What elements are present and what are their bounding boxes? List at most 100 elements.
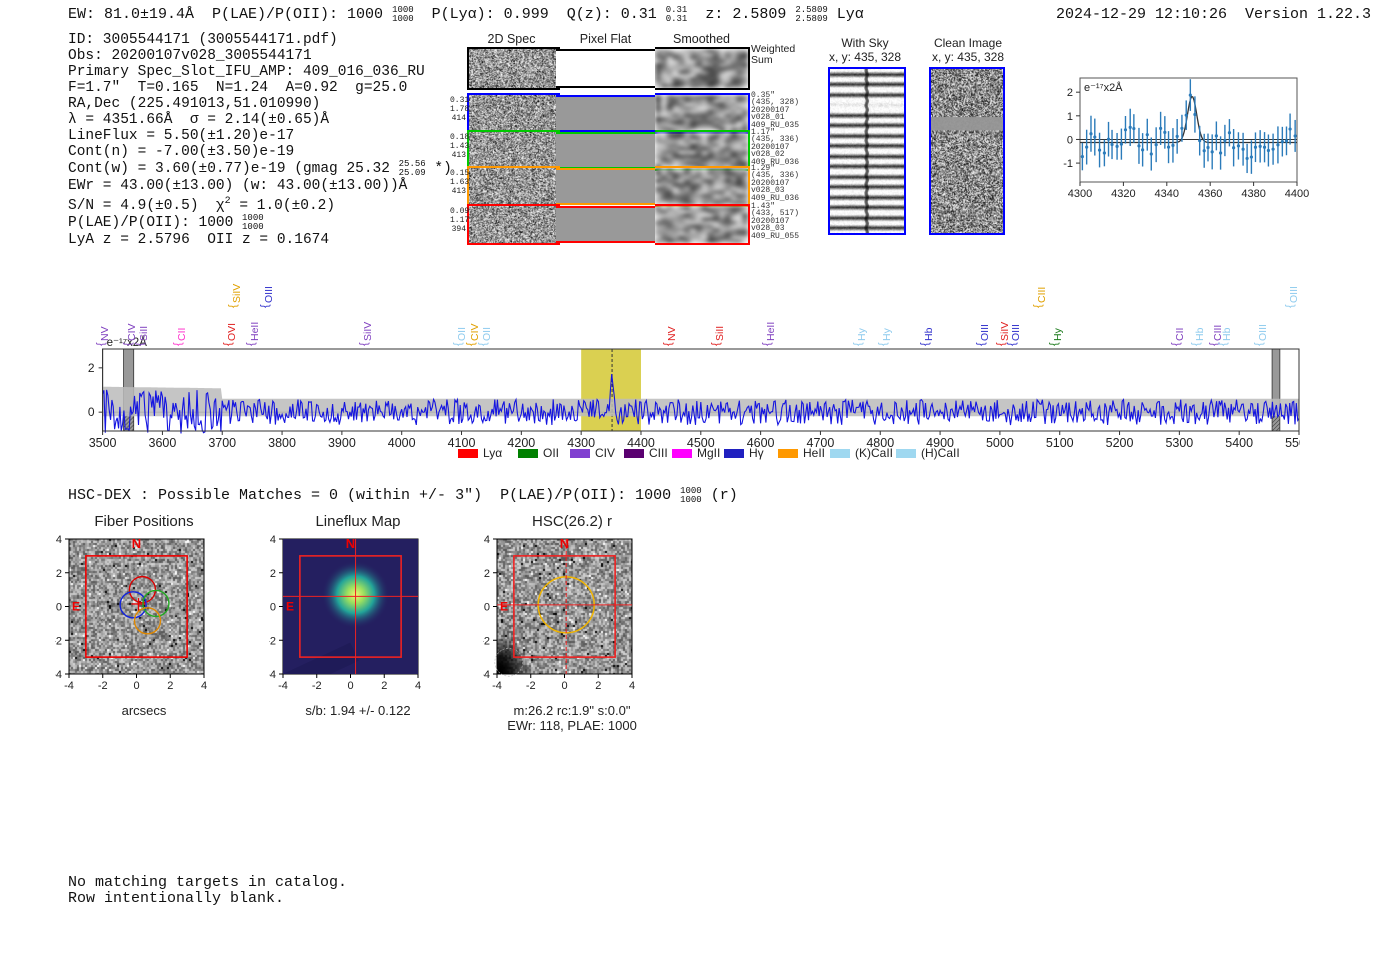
- svg-text:-2: -2: [483, 635, 490, 647]
- svg-text:OIII: OIII: [1288, 286, 1300, 303]
- svg-text:0: 0: [133, 680, 139, 692]
- svg-text:0: 0: [270, 602, 276, 614]
- svg-text:0: 0: [561, 680, 567, 692]
- svg-text:3700: 3700: [208, 436, 236, 450]
- svg-text:E: E: [500, 600, 508, 614]
- svg-text:CII: CII: [1174, 328, 1186, 341]
- svg-text:5200: 5200: [1106, 436, 1134, 450]
- svg-text:CIV: CIV: [595, 446, 615, 460]
- svg-text:{: {: [477, 342, 489, 346]
- svg-text:{: {: [358, 342, 370, 346]
- svg-text:SiIV: SiIV: [362, 322, 374, 341]
- svg-text:-2: -2: [526, 680, 536, 692]
- svg-text:OIII: OIII: [979, 324, 991, 341]
- svg-text:4380: 4380: [1241, 188, 1265, 200]
- svg-text:{: {: [452, 342, 464, 346]
- svg-text:N: N: [560, 536, 569, 551]
- svg-text:{: {: [761, 342, 773, 346]
- svg-text:4: 4: [629, 680, 635, 692]
- svg-text:CIV: CIV: [126, 323, 138, 341]
- svg-text:5400: 5400: [1225, 436, 1253, 450]
- svg-text:{: {: [134, 342, 146, 346]
- svg-text:{: {: [259, 304, 271, 308]
- svg-text:-4: -4: [55, 669, 62, 681]
- svg-text:Hy: Hy: [1052, 327, 1064, 341]
- svg-text:SiII: SiII: [138, 326, 150, 341]
- svg-text:NV: NV: [99, 326, 111, 341]
- svg-text:4300: 4300: [1068, 188, 1092, 200]
- svg-text:{: {: [1032, 304, 1044, 308]
- svg-text:0: 0: [88, 405, 95, 419]
- svg-text:4200: 4200: [507, 436, 535, 450]
- svg-text:{: {: [1190, 342, 1202, 346]
- svg-text:OIII: OIII: [1257, 324, 1269, 341]
- svg-text:4: 4: [201, 680, 207, 692]
- svg-text:HeII: HeII: [249, 322, 261, 341]
- svg-text:CIII: CIII: [649, 446, 668, 460]
- svg-text:Hγ: Hγ: [749, 446, 764, 460]
- svg-text:N: N: [132, 536, 141, 551]
- svg-text:OII: OII: [543, 446, 559, 460]
- svg-text:CIV: CIV: [469, 323, 481, 341]
- svg-text:HeII: HeII: [803, 446, 825, 460]
- svg-text:-2: -2: [98, 680, 108, 692]
- svg-text:4000: 4000: [388, 436, 416, 450]
- svg-text:2: 2: [1067, 87, 1073, 99]
- svg-text:Hy: Hy: [881, 327, 893, 341]
- svg-text:Hb: Hb: [1194, 327, 1206, 341]
- svg-text:5300: 5300: [1165, 436, 1193, 450]
- svg-text:{: {: [852, 342, 864, 346]
- svg-text:4: 4: [270, 534, 276, 546]
- svg-text:Hb: Hb: [923, 327, 935, 341]
- svg-text:OIII: OIII: [1010, 324, 1022, 341]
- svg-text:{: {: [662, 342, 674, 346]
- svg-text:Lyα: Lyα: [483, 446, 502, 460]
- svg-text:5100: 5100: [1046, 436, 1074, 450]
- svg-text:{: {: [710, 342, 722, 346]
- svg-text:CIII: CIII: [1036, 287, 1048, 303]
- svg-text:4360: 4360: [1198, 188, 1222, 200]
- svg-text:{: {: [172, 342, 184, 346]
- svg-text:-2: -2: [312, 680, 322, 692]
- svg-text:{: {: [245, 342, 257, 346]
- svg-text:CII: CII: [176, 328, 188, 341]
- svg-text:2: 2: [88, 361, 95, 375]
- svg-text:{: {: [975, 342, 987, 346]
- svg-text:-1: -1: [1063, 158, 1073, 170]
- svg-text:2: 2: [56, 568, 62, 580]
- svg-text:0: 0: [1067, 134, 1073, 146]
- svg-text:{: {: [1217, 342, 1229, 346]
- svg-text:{: {: [919, 342, 931, 346]
- svg-text:2: 2: [270, 568, 276, 580]
- svg-text:{: {: [95, 342, 107, 346]
- svg-text:1: 1: [1067, 111, 1073, 123]
- svg-text:E: E: [286, 600, 294, 614]
- svg-text:-4: -4: [64, 680, 74, 692]
- svg-text:Hy: Hy: [856, 327, 868, 341]
- svg-text:5000: 5000: [986, 436, 1014, 450]
- svg-text:-4: -4: [278, 680, 288, 692]
- svg-text:{: {: [1048, 342, 1060, 346]
- svg-text:2: 2: [167, 680, 173, 692]
- svg-text:SiII: SiII: [714, 326, 726, 341]
- svg-text:{: {: [1170, 342, 1182, 346]
- svg-text:SiIV: SiIV: [231, 284, 243, 303]
- svg-text:E: E: [72, 600, 80, 614]
- svg-text:-2: -2: [269, 635, 276, 647]
- svg-text:3800: 3800: [268, 436, 296, 450]
- svg-text:2: 2: [484, 568, 490, 580]
- svg-text:2: 2: [381, 680, 387, 692]
- svg-text:-4: -4: [492, 680, 502, 692]
- svg-text:OVI: OVI: [226, 323, 238, 341]
- svg-text:{: {: [122, 342, 134, 346]
- svg-text:{: {: [465, 342, 477, 346]
- svg-text:5500: 5500: [1285, 436, 1300, 450]
- svg-text:4: 4: [56, 534, 62, 546]
- svg-text:4: 4: [415, 680, 421, 692]
- svg-text:3900: 3900: [328, 436, 356, 450]
- svg-text:e⁻¹⁷x2Å: e⁻¹⁷x2Å: [1084, 81, 1123, 94]
- svg-text:OIII: OIII: [263, 286, 275, 303]
- svg-text:{: {: [1284, 304, 1296, 308]
- svg-text:{: {: [877, 342, 889, 346]
- svg-text:N: N: [346, 536, 355, 551]
